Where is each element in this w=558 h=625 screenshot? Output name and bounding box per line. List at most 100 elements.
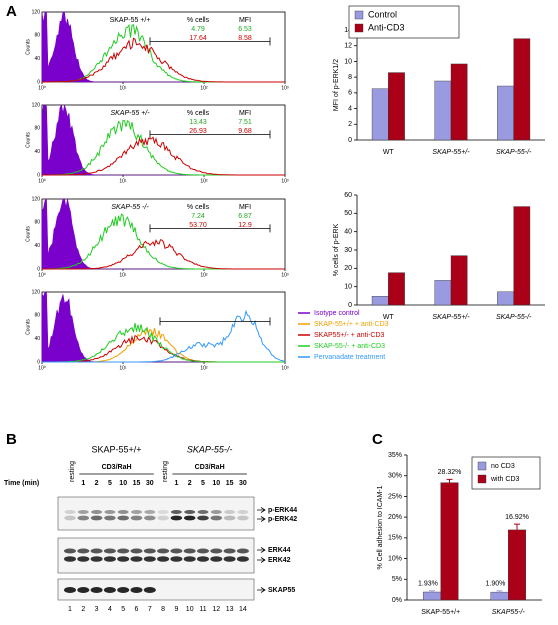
blot-frame	[57, 496, 255, 531]
flow-y-tick: 120	[32, 289, 41, 295]
lane-number: 1	[68, 606, 72, 613]
flow-y-tick: 0	[37, 266, 40, 272]
y-tick-label: 12	[344, 43, 352, 50]
band	[183, 515, 196, 521]
band	[77, 510, 89, 514]
flow-histogram	[42, 136, 285, 176]
y-tick-label: 60	[344, 192, 352, 199]
band	[144, 510, 156, 514]
time-label: 2	[95, 480, 99, 487]
x-tick-label: SKAP-55+/-	[432, 314, 470, 321]
bar	[371, 296, 389, 306]
y-tick-label: 0	[348, 137, 352, 144]
value-label: 16.92%	[505, 514, 529, 521]
control-value: 6.87	[238, 213, 252, 220]
bar	[497, 291, 514, 306]
bar	[450, 63, 468, 141]
band	[77, 515, 90, 521]
anti-cd3-value: 17.64	[189, 35, 207, 42]
band	[77, 548, 90, 554]
y-tick-label: 40	[344, 229, 352, 236]
band	[117, 510, 129, 514]
time-label: 2	[188, 480, 192, 487]
time-label: 10	[212, 480, 220, 487]
anti-cd3-value: 12.9	[238, 222, 252, 229]
y-tick-label: 8	[348, 74, 352, 81]
flow-x-tick-label: 10⁰	[38, 178, 46, 184]
time-label: 1	[174, 480, 178, 487]
band	[90, 556, 103, 562]
band	[103, 548, 116, 554]
time-label: 15	[133, 480, 141, 487]
y-axis-label: MFI of p-ERK1/2	[333, 59, 340, 111]
flow-histogram	[42, 309, 285, 363]
bar	[508, 529, 526, 601]
band	[64, 515, 76, 521]
y-tick-label: 20%	[388, 514, 402, 521]
genotype-label: SKAP-55 +/+	[110, 17, 151, 24]
x-tick-label: WT	[383, 149, 395, 156]
value-label: 1.93%	[418, 581, 438, 588]
band	[91, 510, 103, 514]
legend-box	[348, 5, 460, 39]
y-axis-label: % cells of p-ERK	[333, 223, 340, 276]
band	[236, 548, 249, 554]
band	[103, 587, 116, 593]
band	[236, 556, 249, 562]
flow-y-tick: 120	[32, 9, 41, 15]
band	[117, 515, 129, 521]
band	[223, 556, 236, 562]
legend-box	[471, 456, 541, 490]
legend-swatch	[354, 10, 364, 20]
lane-number: 13	[226, 606, 234, 613]
resting-label: resting	[162, 461, 169, 482]
error-bar	[446, 478, 453, 487]
band	[224, 510, 236, 514]
flow-x-tick-label: 10²	[200, 178, 208, 184]
y-tick-label: 30	[344, 247, 352, 254]
band	[77, 556, 90, 562]
isotype-histogram	[41, 291, 285, 363]
time-label: 5	[201, 480, 205, 487]
band	[130, 587, 143, 593]
legend-label: no CD3	[491, 463, 515, 470]
band	[130, 556, 143, 562]
column-header: MFI	[239, 110, 251, 117]
bar	[388, 272, 405, 306]
lane-number: 14	[239, 606, 247, 613]
control-value: 7.51	[238, 119, 252, 126]
band-label: ERK44	[268, 547, 291, 554]
flow-y-tick: 40	[34, 336, 40, 342]
legend-label: Control	[368, 9, 397, 19]
time-label: 30	[239, 480, 247, 487]
lane-number: 8	[161, 606, 165, 613]
flow-histogram	[42, 322, 285, 363]
band	[223, 548, 236, 554]
flow-x-tick-label: 10³	[281, 272, 289, 278]
band	[64, 548, 76, 554]
gate	[149, 37, 271, 46]
control-value: 7.24	[191, 213, 205, 220]
band	[197, 548, 209, 554]
y-tick-label: 50	[344, 210, 352, 217]
band-label: p-ERK44	[268, 507, 297, 514]
band	[197, 515, 209, 521]
legend-label: Pervanadate treatment	[314, 354, 385, 361]
lane-number: 3	[95, 606, 99, 613]
flow-y-tick: 0	[37, 172, 40, 178]
lane-number: 7	[148, 606, 152, 613]
y-axis-label: % Cell adhesion to ICAM-1	[377, 485, 384, 569]
anti-cd3-value: 9.68	[238, 128, 252, 135]
lane-number: 12	[212, 606, 220, 613]
band	[237, 515, 249, 521]
lane-number: 4	[108, 606, 112, 613]
flow-x-tick-label: 10¹	[119, 365, 127, 371]
column-header: MFI	[239, 17, 251, 24]
blot-frame	[57, 578, 255, 601]
band	[183, 556, 196, 562]
bar	[513, 38, 531, 141]
control-value: 6.53	[238, 26, 252, 33]
bar	[450, 255, 468, 306]
anti-cd3-value: 8.58	[238, 35, 252, 42]
